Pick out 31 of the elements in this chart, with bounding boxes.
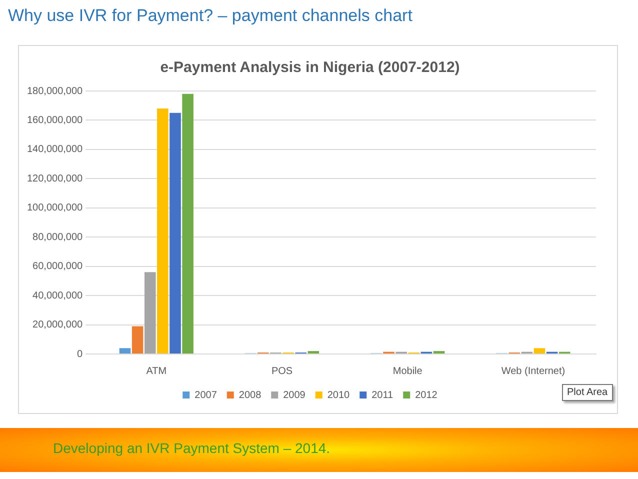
- x-tick-label: Web (Internet): [501, 366, 566, 377]
- text: Plot Area: [562, 384, 613, 401]
- y-tick-label: 0: [77, 348, 84, 360]
- bar: [534, 348, 546, 354]
- legend-label: 2012: [415, 390, 438, 401]
- y-tick-label: 80,000,000: [32, 232, 84, 243]
- bar: [170, 112, 181, 354]
- legend-label: 2009: [283, 390, 306, 401]
- y-tick-label: 140,000,000: [26, 144, 84, 156]
- y-tick-label: 60,000,000: [32, 261, 84, 272]
- legend-label: 2008: [238, 390, 262, 401]
- bar: [182, 94, 194, 354]
- y-tick-label: 20,000,000: [32, 320, 84, 331]
- bar: [157, 108, 168, 354]
- legend-label: 2007: [194, 390, 218, 401]
- x-tick-label: POS: [271, 366, 293, 377]
- y-tick-label: 40,000,000: [32, 290, 84, 302]
- y-tick-label: 160,000,000: [26, 114, 84, 126]
- y-tick-label: 180,000,000: [26, 86, 84, 97]
- bar: [132, 326, 144, 354]
- y-tick-label: 100,000,000: [26, 202, 84, 214]
- chart-subtitle: Why use IVR for Payment? – payment channels chart: [8, 6, 412, 26]
- x-tick-label: Mobile: [392, 366, 423, 377]
- y-tick-label: 120,000,000: [26, 173, 84, 184]
- legend-label: 2010: [327, 390, 350, 401]
- legend-label: 2011: [372, 390, 394, 401]
- x-tick-label: ATM: [146, 366, 167, 377]
- text: Developing an IVR Payment System – 2014.: [53, 440, 330, 456]
- bar: [119, 348, 131, 354]
- chart-title: e-Payment Analysis in Nigeria (2007-2012): [160, 59, 460, 76]
- bar: [144, 272, 156, 354]
